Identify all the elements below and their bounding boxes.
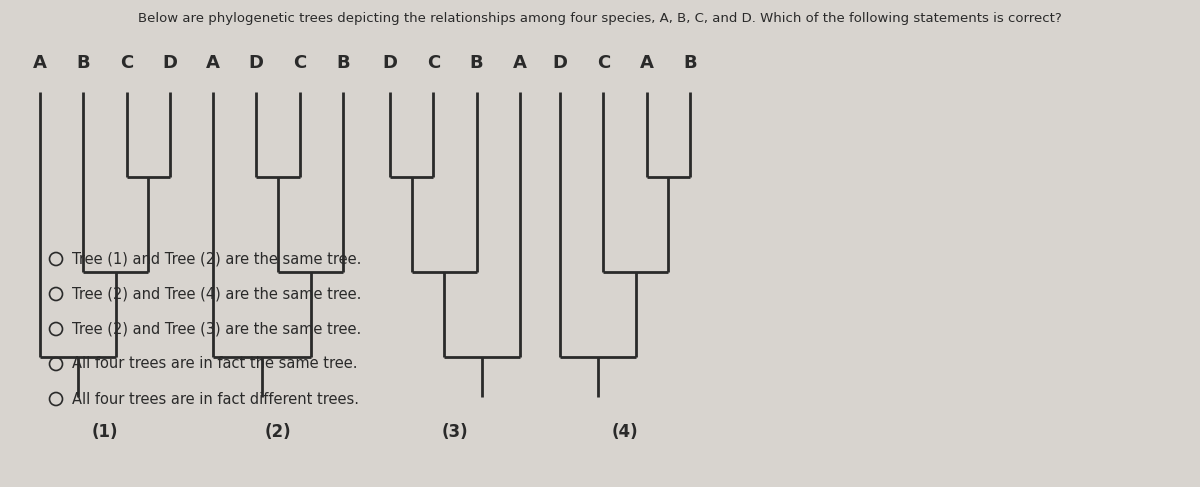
Text: A: A xyxy=(206,54,220,72)
Text: (1): (1) xyxy=(91,423,119,441)
Text: All four trees are in fact different trees.: All four trees are in fact different tre… xyxy=(72,392,359,407)
Text: Below are phylogenetic trees depicting the relationships among four species, A, : Below are phylogenetic trees depicting t… xyxy=(138,12,1062,25)
Text: Tree (1) and Tree (2) are the same tree.: Tree (1) and Tree (2) are the same tree. xyxy=(72,251,361,266)
Text: B: B xyxy=(77,54,90,72)
Text: C: C xyxy=(293,54,306,72)
Text: D: D xyxy=(383,54,397,72)
Text: B: B xyxy=(470,54,484,72)
Text: D: D xyxy=(248,54,264,72)
Text: C: C xyxy=(427,54,440,72)
Text: D: D xyxy=(552,54,568,72)
Text: (3): (3) xyxy=(442,423,468,441)
Text: (4): (4) xyxy=(612,423,638,441)
Text: All four trees are in fact the same tree.: All four trees are in fact the same tree… xyxy=(72,356,358,372)
Text: C: C xyxy=(596,54,610,72)
Text: B: B xyxy=(683,54,697,72)
Text: D: D xyxy=(162,54,178,72)
Text: A: A xyxy=(514,54,527,72)
Text: Tree (2) and Tree (3) are the same tree.: Tree (2) and Tree (3) are the same tree. xyxy=(72,321,361,337)
Text: C: C xyxy=(120,54,133,72)
Text: (2): (2) xyxy=(265,423,292,441)
Text: A: A xyxy=(34,54,47,72)
Text: B: B xyxy=(336,54,350,72)
Text: Tree (2) and Tree (4) are the same tree.: Tree (2) and Tree (4) are the same tree. xyxy=(72,286,361,301)
Text: A: A xyxy=(640,54,654,72)
